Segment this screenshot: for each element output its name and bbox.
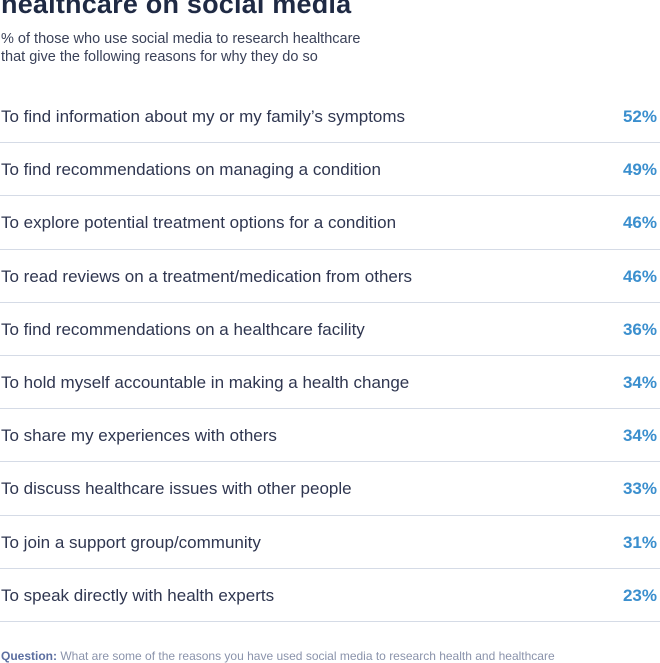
subtitle-line-2: that give the following reasons for why … — [1, 49, 318, 65]
table-row: To discuss healthcare issues with other … — [0, 462, 660, 516]
row-value: 34% — [622, 426, 657, 446]
row-label: To join a support group/community — [1, 532, 261, 552]
footnote-label: Question: — [1, 649, 57, 663]
row-label: To share my experiences with others — [1, 426, 277, 446]
question-footnote: Question: What are some of the reasons y… — [1, 649, 555, 663]
row-value: 33% — [622, 479, 657, 499]
table-row: To join a support group/community 31% — [0, 516, 660, 569]
table-row: To find information about my or my famil… — [0, 90, 660, 144]
row-value: 36% — [622, 319, 657, 339]
chart-title: healthcare on social media — [1, 0, 352, 19]
footnote-text: What are some of the reasons you have us… — [60, 649, 555, 663]
table-row: To share my experiences with others 34% — [0, 409, 660, 463]
row-value: 34% — [622, 372, 657, 392]
row-value: 52% — [622, 107, 657, 126]
table-row: To find recommendations on a healthcare … — [0, 303, 660, 356]
reasons-table: To find information about my or my famil… — [0, 90, 660, 622]
row-label: To read reviews on a treatment/medicatio… — [1, 266, 413, 286]
row-value: 31% — [622, 532, 657, 552]
chart-subtitle: % of those who use social media to resea… — [1, 30, 601, 66]
row-label: To explore potential treatment options f… — [1, 213, 397, 233]
table-row: To speak directly with health experts 23% — [0, 569, 660, 622]
row-value: 46% — [622, 266, 657, 286]
table-row: To find recommendations on managing a co… — [0, 143, 660, 197]
table-row: To explore potential treatment options f… — [0, 196, 660, 250]
row-value: 23% — [622, 585, 657, 605]
row-label: To find information about my or my famil… — [1, 107, 406, 126]
table-row: To read reviews on a treatment/medicatio… — [0, 250, 660, 303]
table-row: To hold myself accountable in making a h… — [0, 356, 660, 410]
row-label: To speak directly with health experts — [1, 585, 275, 605]
row-value: 49% — [622, 160, 657, 180]
row-value: 46% — [622, 213, 657, 233]
row-label: To find recommendations on a healthcare … — [1, 319, 365, 339]
row-label: To find recommendations on managing a co… — [1, 160, 381, 180]
row-label: To hold myself accountable in making a h… — [1, 372, 410, 392]
row-label: To discuss healthcare issues with other … — [1, 479, 352, 499]
subtitle-line-1: % of those who use social media to resea… — [1, 31, 361, 47]
